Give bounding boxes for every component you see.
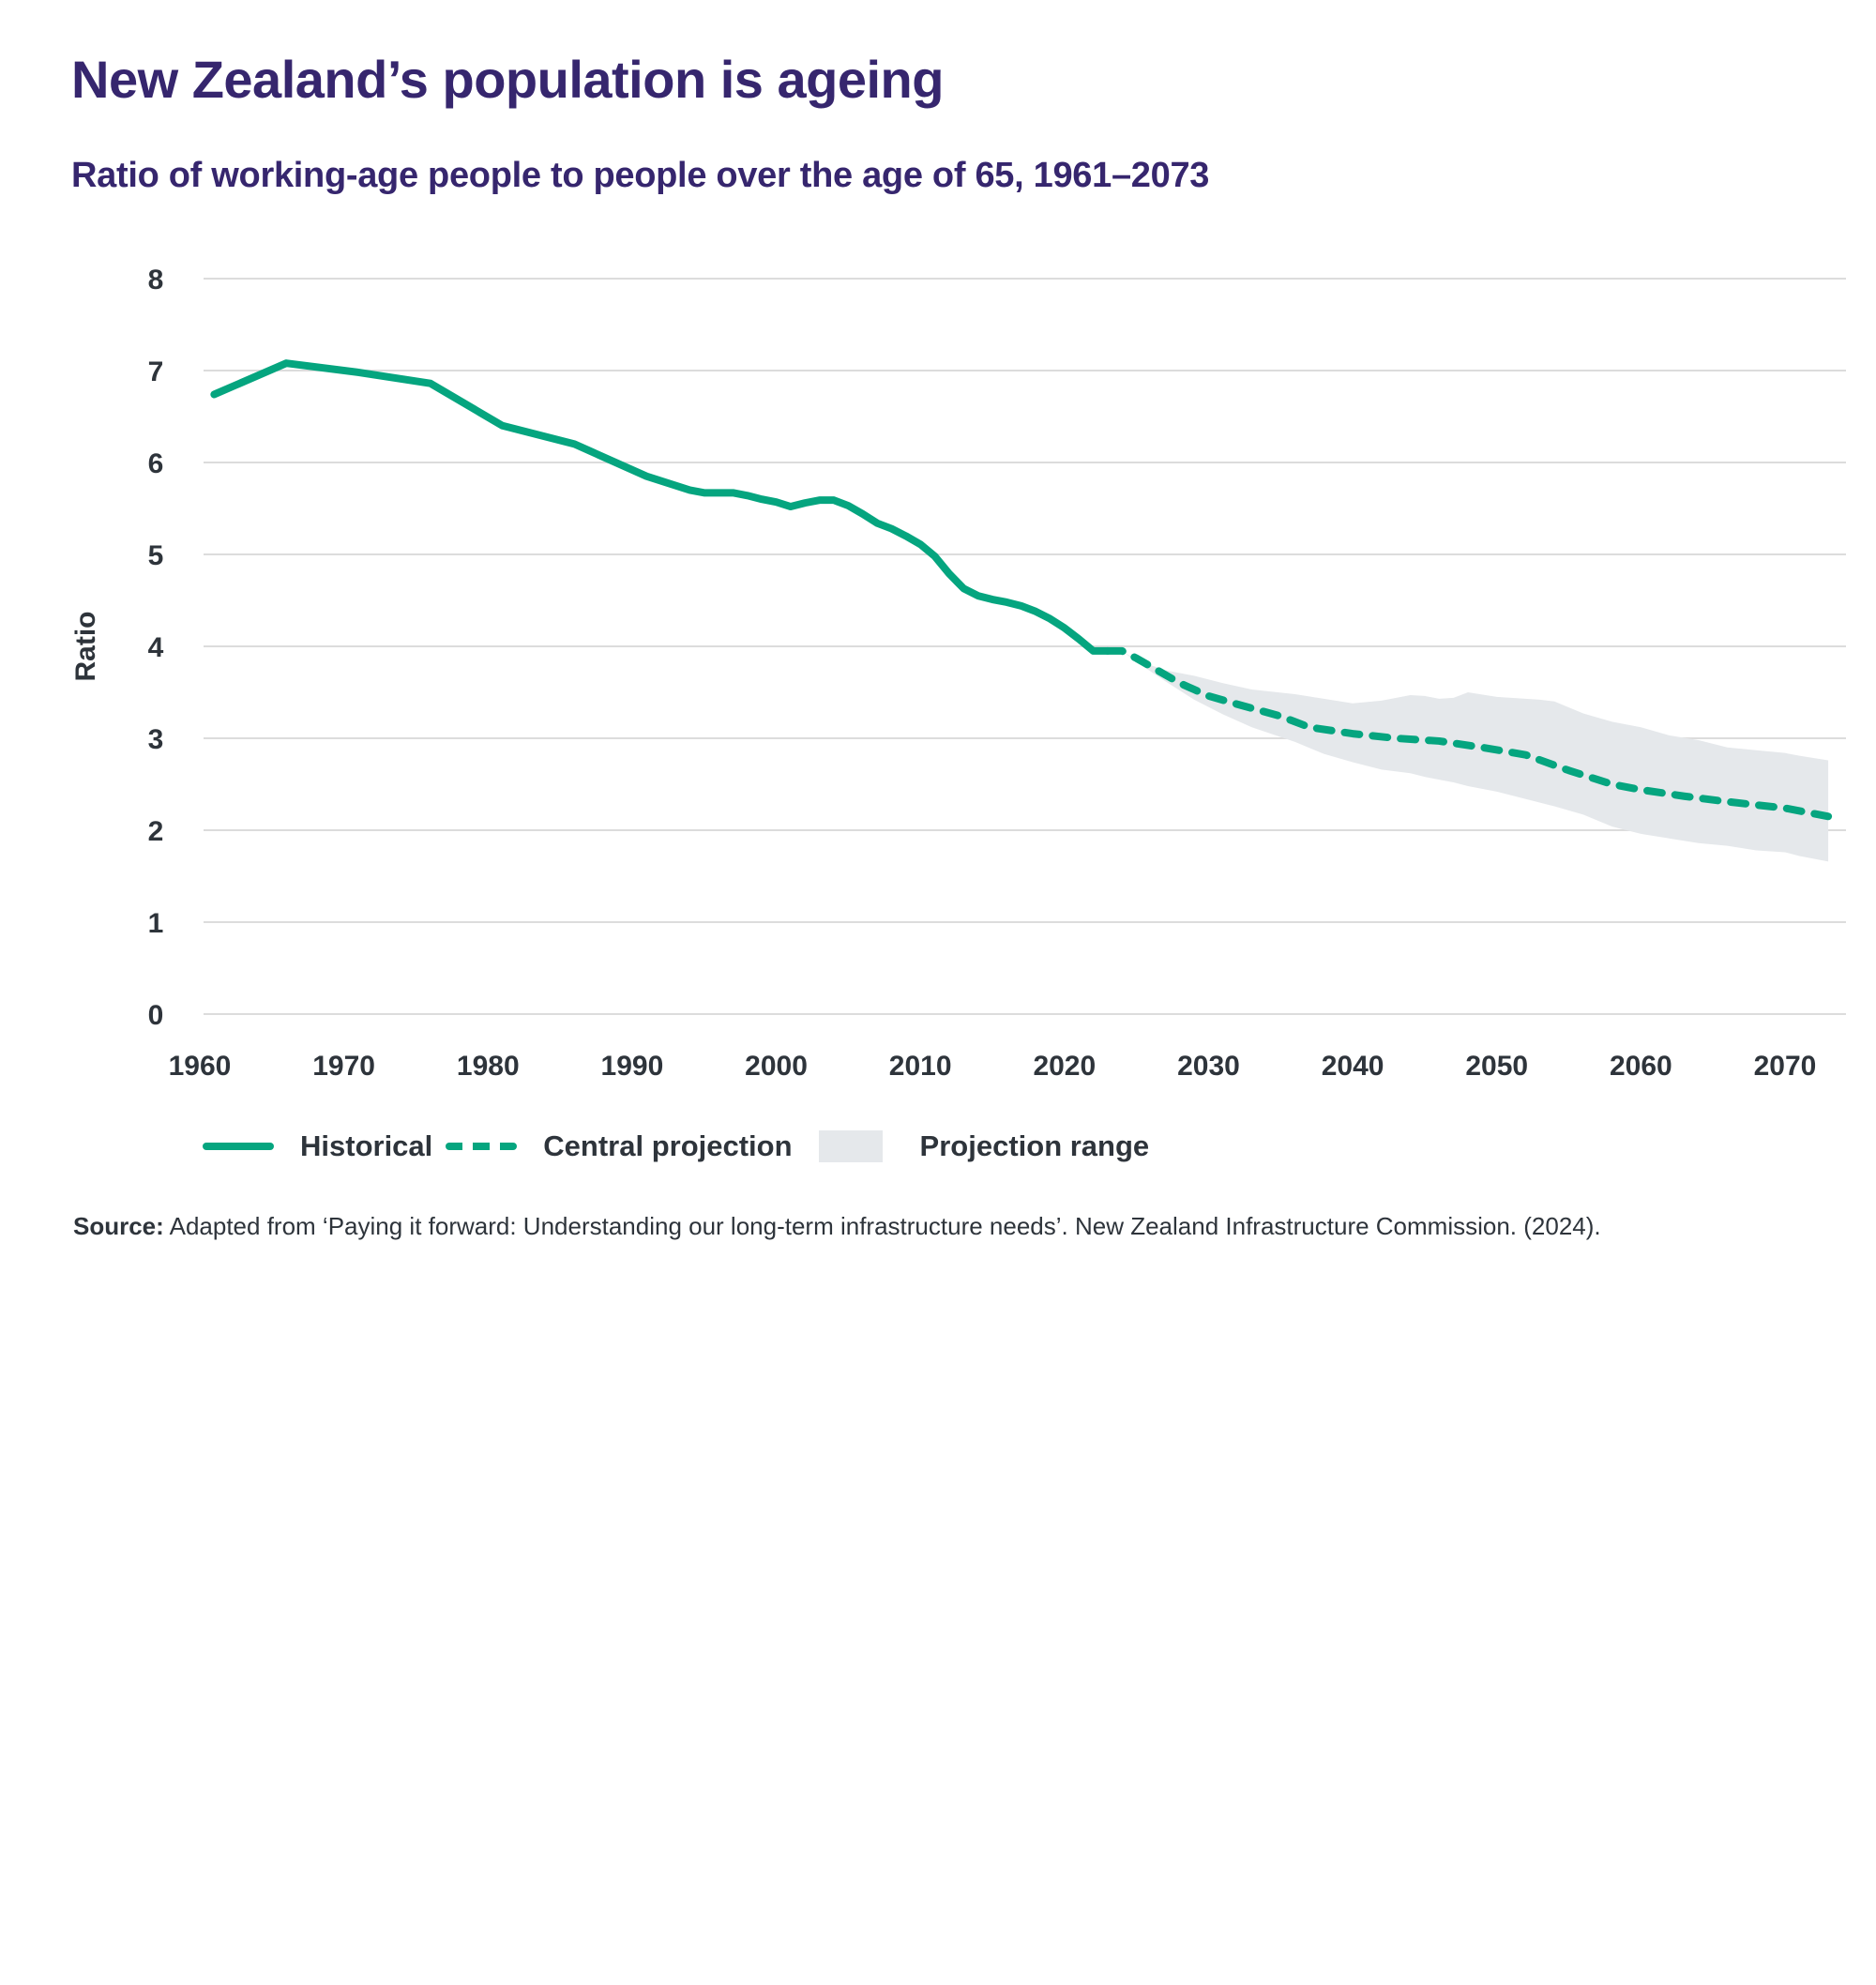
- legend-item-range: Projection range: [806, 1129, 1150, 1163]
- central-projection-line: [1103, 646, 1833, 821]
- legend-swatch-historical: [203, 1143, 274, 1150]
- x-tick-label: 1980: [457, 1051, 520, 1082]
- legend-swatch-central: [446, 1143, 518, 1150]
- y-tick-label: 5: [148, 540, 164, 571]
- x-tick-label: 2060: [1610, 1051, 1672, 1082]
- x-tick-label: 2010: [889, 1051, 952, 1082]
- series: [210, 359, 1833, 862]
- x-tick-label: 1960: [169, 1051, 232, 1082]
- y-axis-ticks: 0 1 2 3 4 5 6 7 8: [148, 265, 164, 1031]
- source-note: Source: Adapted from ‘Paying it forward:…: [73, 1212, 1601, 1241]
- chart-title: New Zealand’s population is ageing: [71, 50, 944, 109]
- y-tick-label: 3: [148, 724, 164, 755]
- legend-label-range: Projection range: [919, 1129, 1150, 1162]
- source-label: Source:: [73, 1212, 164, 1240]
- legend-label-historical: Historical: [300, 1129, 433, 1162]
- historical-line: [210, 359, 1112, 655]
- x-tick-label: 1970: [312, 1051, 375, 1082]
- x-tick-label: 1990: [601, 1051, 664, 1082]
- y-tick-label: 0: [148, 1000, 164, 1031]
- legend-label-central: Central projection: [543, 1129, 793, 1162]
- y-tick-label: 7: [148, 356, 164, 387]
- line-chart: 0 1 2 3 4 5 6 7 8 1960 1970 1980 1990 2000 2010 2020 20…: [70, 265, 1846, 1082]
- x-tick-label: 2070: [1754, 1051, 1817, 1082]
- y-tick-label: 2: [148, 816, 164, 847]
- legend-item-central: Central projection: [446, 1129, 793, 1163]
- gridlines: [204, 278, 1846, 1015]
- y-tick-label: 1: [148, 908, 164, 939]
- x-tick-label: 2020: [1033, 1051, 1096, 1082]
- x-axis-ticks: 1960 1970 1980 1990 2000 2010 2020 2030 2040 2050…: [169, 1051, 1817, 1082]
- y-tick-label: 6: [148, 448, 164, 479]
- x-tick-label: 2050: [1465, 1051, 1528, 1082]
- legend-item-historical: Historical: [203, 1129, 432, 1163]
- y-axis-title: Ratio: [70, 612, 101, 682]
- y-tick-label: 4: [148, 632, 164, 663]
- x-tick-label: 2040: [1322, 1051, 1384, 1082]
- chart-subtitle: Ratio of working-age people to people ov…: [71, 156, 1210, 195]
- y-tick-label: 8: [148, 265, 164, 295]
- projection-range-area: [1122, 650, 1829, 862]
- source-text: Adapted from ‘Paying it forward: Underst…: [169, 1212, 1601, 1240]
- legend: Historical Central projection Projection…: [203, 1129, 1162, 1163]
- legend-swatch-range: [818, 1130, 883, 1162]
- x-tick-label: 2000: [745, 1051, 808, 1082]
- x-tick-label: 2030: [1177, 1051, 1240, 1082]
